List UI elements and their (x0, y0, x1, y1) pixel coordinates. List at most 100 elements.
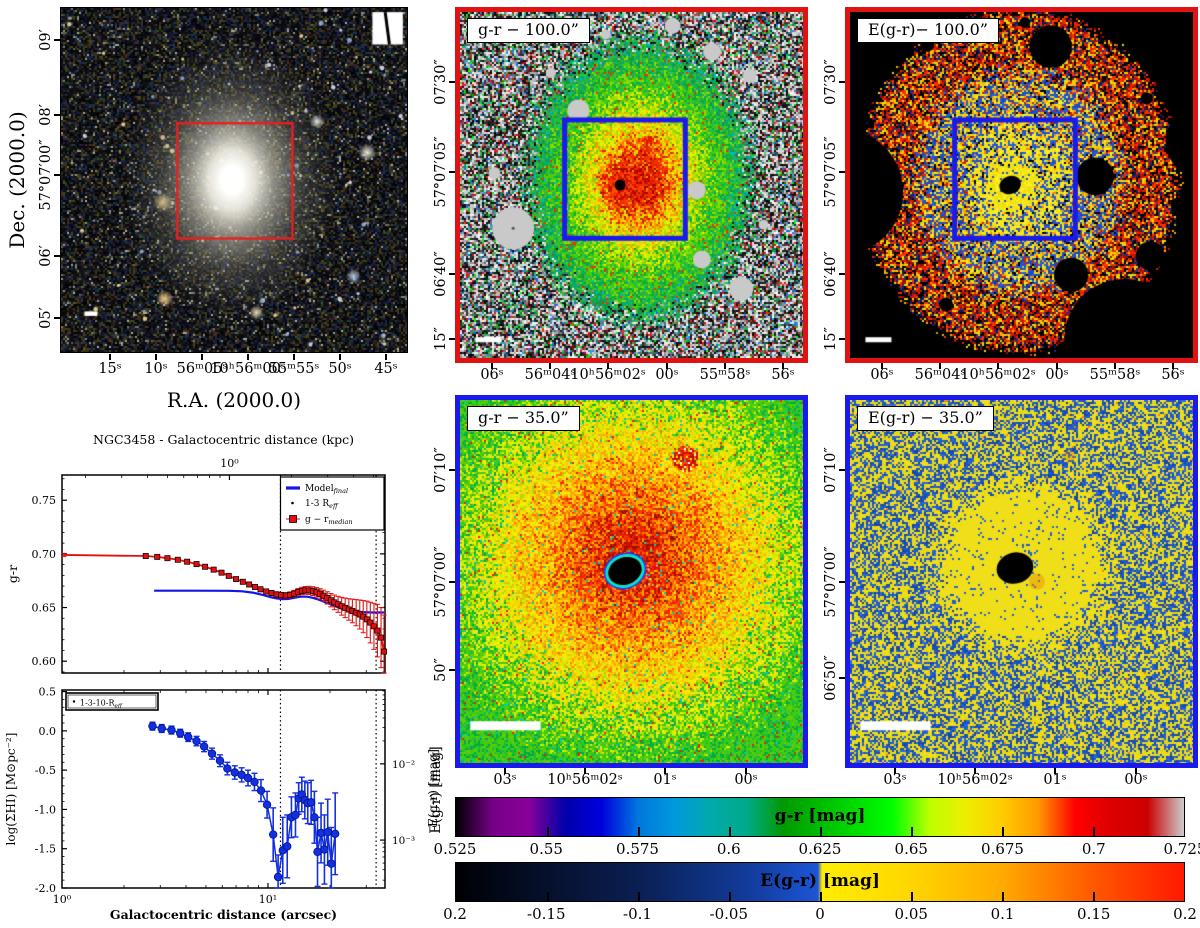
y-tick-label: 07′10″ (823, 447, 839, 493)
svg-text:1-3-10-Reff: 1-3-10-Reff (80, 699, 123, 710)
y-tick-label: 15″ (823, 327, 839, 351)
axis-tick-mark (449, 581, 455, 583)
y-tick-label: 05′ (38, 307, 54, 329)
axis-tick-mark (54, 114, 60, 116)
axis-tick-mark (1056, 363, 1058, 369)
egr-35-map-panel: E(g-r) − 35.0” (845, 395, 1198, 768)
svg-text:10⁻³: 10⁻³ (392, 835, 415, 847)
y-tick-label: 57°07′00″ (823, 546, 839, 618)
profile-charts: NGC3458 - Galactocentric distance (kpc) 1… (4, 432, 440, 922)
axis-tick-mark (666, 363, 668, 369)
x-tick-label: 00ˢ (1045, 367, 1069, 383)
colorbar-tick-label: 0.15 (1077, 905, 1111, 923)
axis-tick-mark (839, 338, 845, 340)
x-tick-label: 56ᵐ04ˢ (914, 367, 966, 383)
colorbar-tick-mark (1093, 827, 1095, 836)
colorbar-tick-mark (1093, 892, 1095, 901)
y-tick-label: 09′ (38, 29, 54, 51)
svg-text:10⁰: 10⁰ (53, 893, 72, 906)
colorbar-tick-mark (547, 827, 549, 836)
axis-tick-mark (449, 469, 455, 471)
axis-tick-mark (449, 171, 455, 173)
axis-tick-mark (293, 354, 295, 360)
axis-tick-mark (491, 363, 493, 369)
x-tick-label: 50ˢ (328, 361, 352, 377)
hi-profile-plot: 0.5 0.0 -0.5 -1.0 -1.5 -2.0 10⁻² 10⁻³ 10⁰ 10¹Gala… (4, 686, 440, 922)
egr-colorbar-label: E(g-r) [mag] (760, 871, 880, 892)
panel-title-egr100: E(g-r)− 100.0” (857, 18, 999, 44)
colorbar-tick-label: 0.6 (716, 840, 741, 858)
colorbar-tick-label: -0.05 (709, 905, 748, 923)
svg-text:-2.0: -2.0 (35, 882, 56, 895)
axis-tick-mark (504, 768, 506, 774)
y-tick-label: 06′ (38, 245, 54, 267)
y-tick-label: 06′40″ (433, 251, 449, 297)
egr-100-map (850, 12, 1193, 358)
axis-tick-mark (745, 768, 747, 774)
y-tick-label: 57°07′00″ (38, 139, 54, 211)
y-tick-label: 57°07′05″ (433, 136, 449, 208)
x-tick-label: 10ˢ (144, 361, 168, 377)
y-tick-label: 06′50″ (823, 655, 839, 701)
x-tick-label: 45ˢ (374, 361, 398, 377)
x-tick-label: 10ʰ56ᵐ02ˢ (960, 367, 1036, 383)
axis-tick-mark (449, 81, 455, 83)
svg-text:-1.0: -1.0 (35, 803, 56, 816)
svg-text:log(Σ̄HI) [M⊙pc⁻²]: log(Σ̄HI) [M⊙pc⁻²] (4, 733, 18, 846)
x-tick-label: 06ˢ (870, 367, 894, 383)
axis-tick-mark (109, 354, 111, 360)
y-tick-label: 57°07′00″ (433, 546, 449, 618)
colorbar-tick-mark (1002, 892, 1004, 901)
axis-tick-mark (894, 768, 896, 774)
colorbar-tick-label: -0.15 (527, 905, 566, 923)
svg-text:0.60: 0.60 (32, 655, 57, 668)
axis-tick-mark (1054, 768, 1056, 774)
x-tick-label: 00ˢ (655, 367, 679, 383)
x-tick-label: 00ˢ (734, 772, 758, 788)
optical-image-panel (60, 7, 408, 353)
x-tick-label: 56ᵐ04ˢ (524, 367, 576, 383)
axis-tick-mark (1135, 768, 1137, 774)
colorbar-tick-label: 0.05 (894, 905, 928, 923)
svg-text:-1.5: -1.5 (35, 843, 56, 856)
axis-tick-mark (974, 768, 976, 774)
gr-colorbar-label: g-r [mag] (774, 806, 866, 827)
x-tick-label: 10ʰ56ᵐ02ˢ (547, 772, 623, 788)
axis-tick-mark (54, 255, 60, 257)
hi-line (152, 725, 336, 878)
svg-text:Galactocentric distance (arcse: Galactocentric distance (arcsec) (110, 907, 337, 922)
egr-colorbar: E(g-r) [mag] (455, 862, 1185, 902)
colorbar-tick-label: 0.525 (433, 840, 477, 858)
x-tick-label: 06ˢ (480, 367, 504, 383)
colorbar-tick-label: 0 (815, 905, 825, 923)
colorbar-tick-mark (729, 827, 731, 836)
axis-tick-mark (664, 768, 666, 774)
svg-text:Modelfinal: Modelfinal (305, 484, 348, 495)
ra-axis-label: R.A. (2000.0) (166, 388, 302, 412)
svg-text:NGC3458 - Galactocentric dista: NGC3458 - Galactocentric distance (kpc) (93, 432, 354, 447)
colorbar-tick-mark (911, 827, 913, 836)
colorbar-tick-mark (729, 892, 731, 901)
panel-title-egr35: E(g-r) − 35.0” (857, 406, 994, 432)
axis-tick-mark (155, 354, 157, 360)
egr-35-map (850, 400, 1193, 763)
colorbar-tick-mark (547, 892, 549, 901)
svg-text:0.0: 0.0 (39, 725, 57, 738)
axis-tick-mark (724, 363, 726, 369)
svg-text:10¹: 10¹ (259, 893, 277, 906)
svg-text:-0.5: -0.5 (35, 764, 56, 777)
axis-tick-mark (881, 363, 883, 369)
colorbar-tick-label: 0.575 (616, 840, 659, 858)
x-tick-label: 15ˢ (98, 361, 122, 377)
axis-tick-mark (54, 317, 60, 319)
svg-text:10⁰: 10⁰ (220, 457, 239, 470)
axis-tick-mark (939, 363, 941, 369)
y-tick-label: 07′30″ (433, 59, 449, 105)
colorbar-tick-label: 0.65 (894, 840, 928, 858)
axis-tick-mark (839, 171, 845, 173)
gr-100-map (460, 12, 803, 358)
gr-profile-plot: NGC3458 - Galactocentric distance (kpc) 1… (5, 432, 387, 674)
x-tick-label: 56ᵐ05ˢ (176, 361, 228, 377)
axis-tick-mark (997, 363, 999, 369)
x-tick-label: 00ˢ (1124, 772, 1148, 788)
